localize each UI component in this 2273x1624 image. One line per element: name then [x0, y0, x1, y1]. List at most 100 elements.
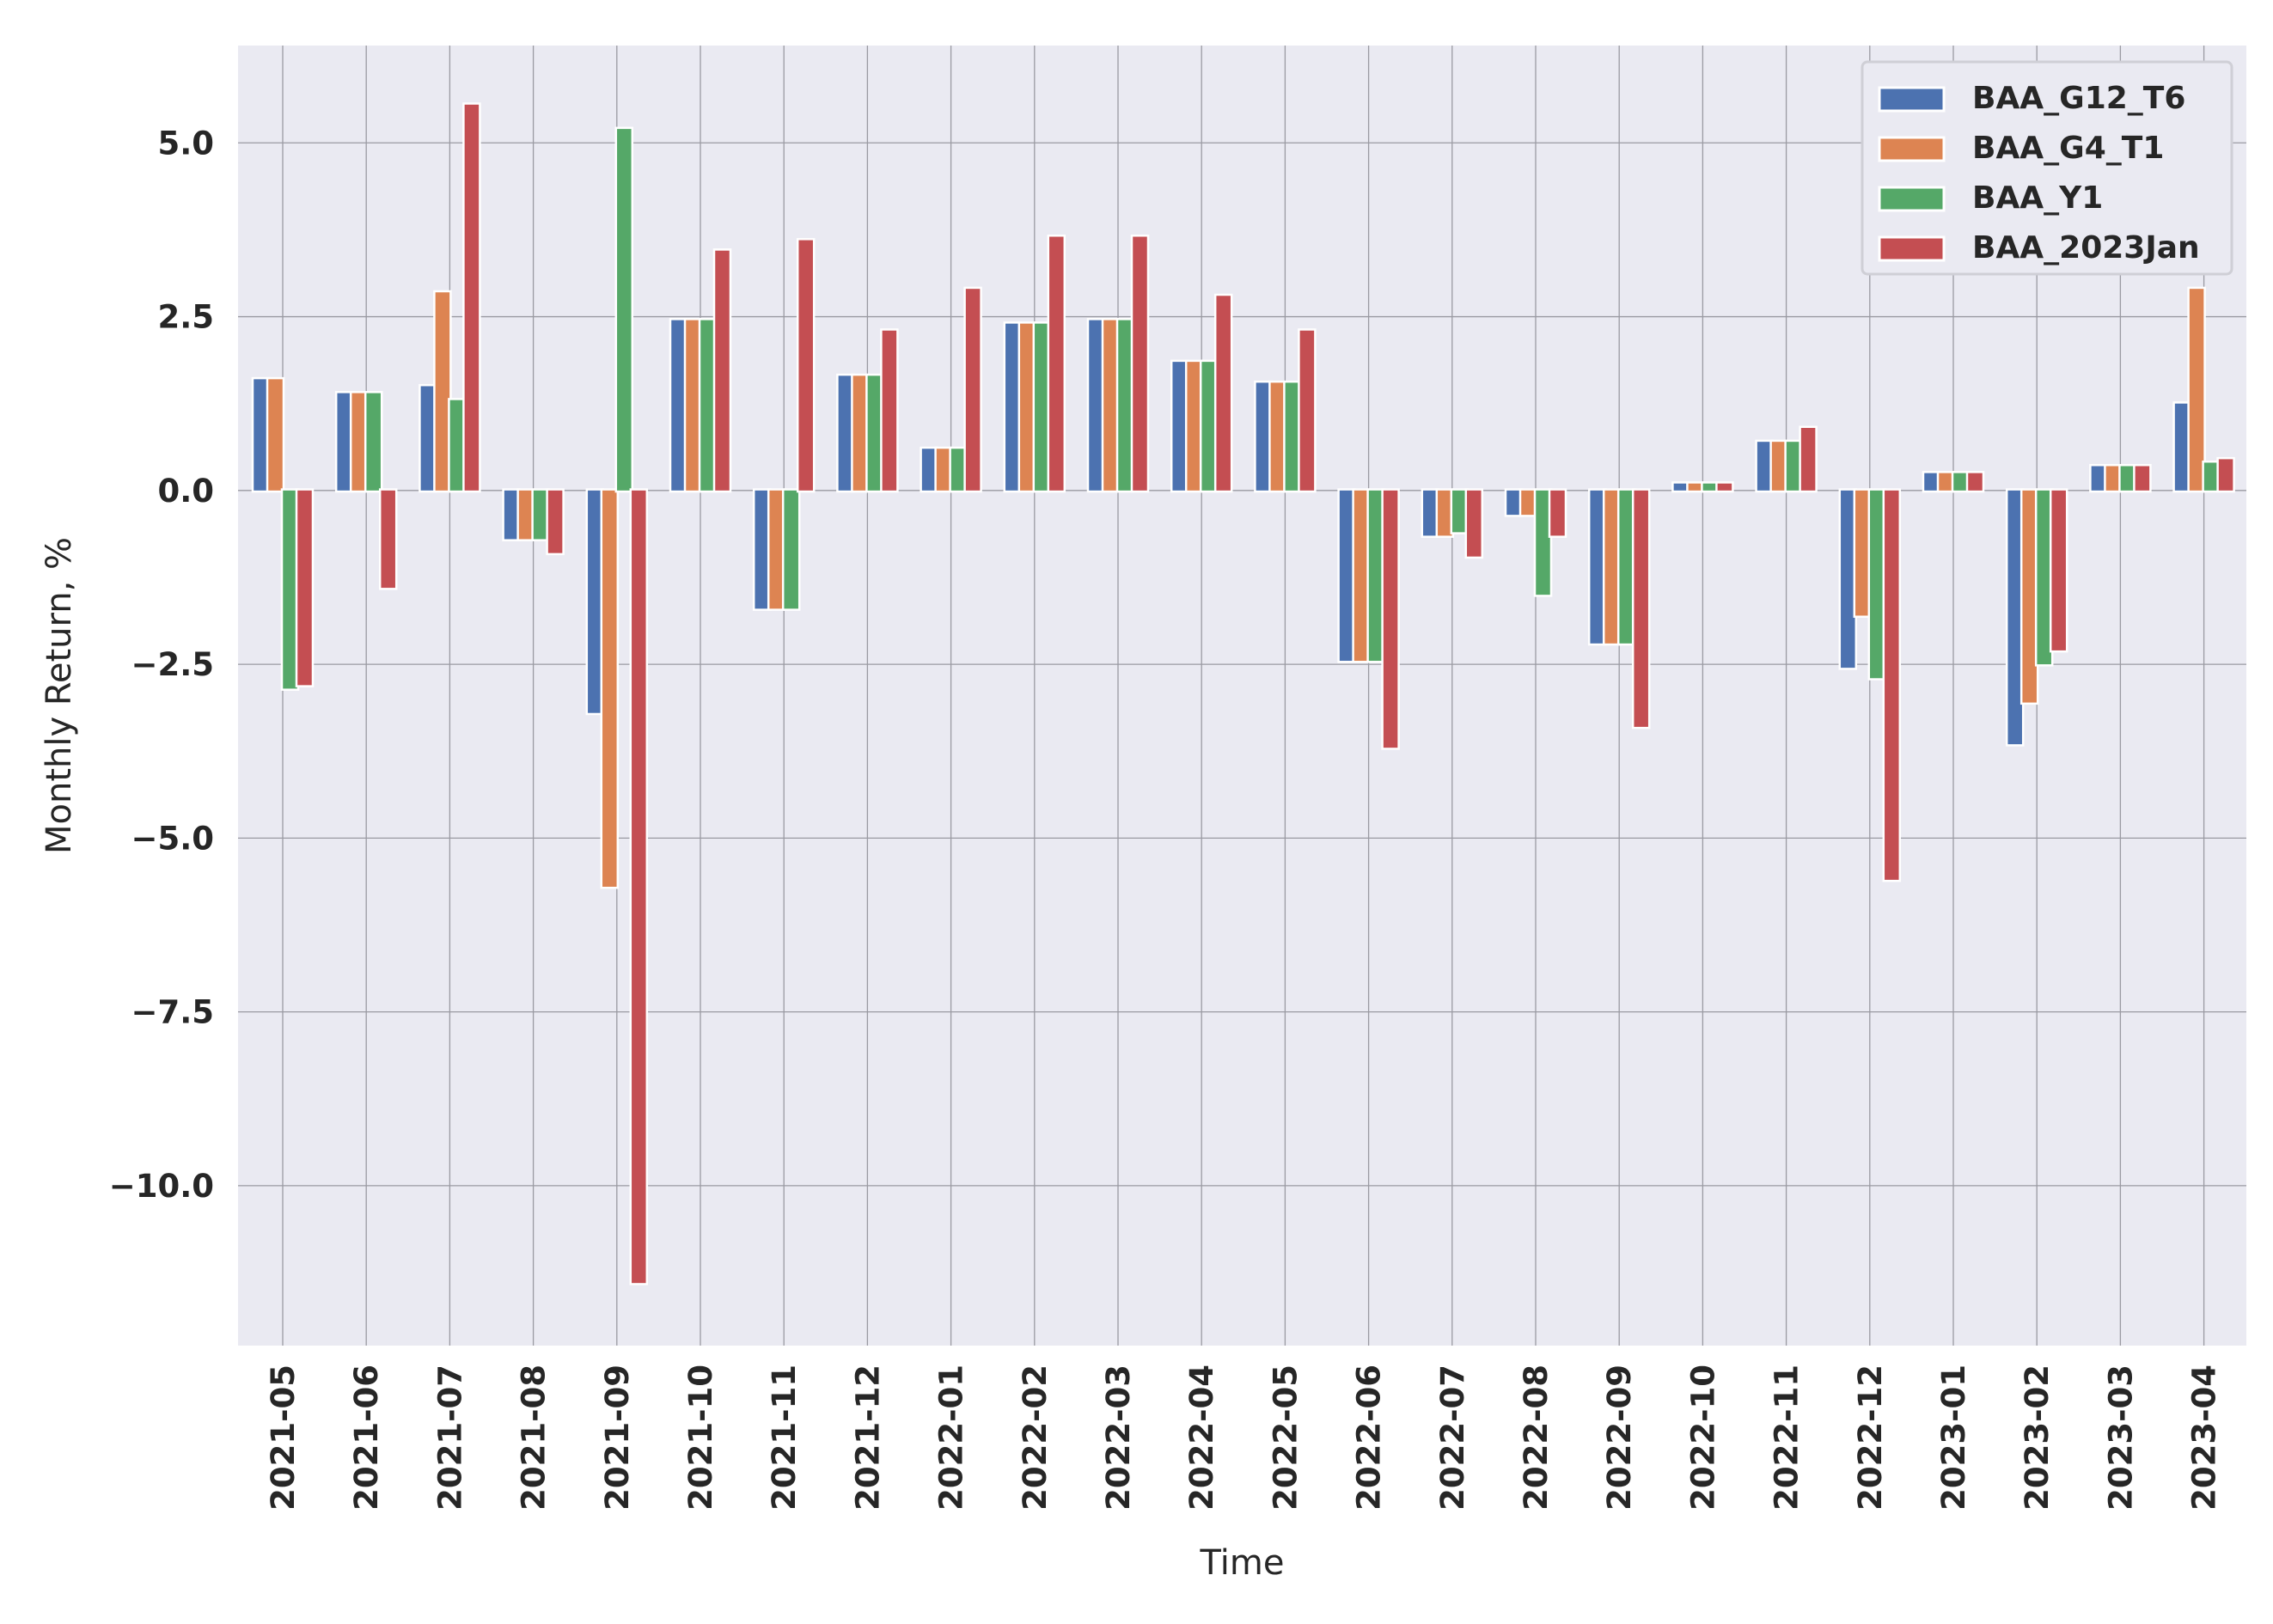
bar-BAA_G4_T1-2022-08	[1518, 488, 1538, 517]
bar-BAA_G12_T6-2023-01	[1922, 471, 1941, 493]
x-tick-label: 2021-08	[516, 1365, 553, 1511]
x-axis-ticks: 2021-05 2021-06 2021-07 2021-08 2021-09 2021-…	[265, 1365, 2223, 1511]
bar-BAA_G4_T1-2021-10	[683, 318, 703, 493]
x-tick-label: 2021-11	[766, 1365, 803, 1511]
x-tick-label: 2022-07	[1434, 1365, 1471, 1511]
bar-BAA_2023Jan-2021-10	[712, 248, 732, 493]
legend-label: BAA_G4_T1	[1972, 131, 2164, 166]
bar-BAA_2023Jan-2021-07	[462, 102, 481, 493]
bar-BAA_2023Jan-2023-01	[1965, 471, 1985, 493]
bar-BAA_G12_T6-2021-08	[502, 488, 521, 541]
x-tick-label: 2022-11	[1769, 1365, 1806, 1511]
bar-BAA_Y1-2021-07	[448, 398, 467, 493]
bar-BAA_G12_T6-2022-01	[920, 446, 938, 493]
x-tick-label: 2022-06	[1351, 1365, 1388, 1511]
bar-BAA_G12_T6-2021-11	[752, 488, 772, 611]
bar-BAA_2023Jan-2022-03	[1130, 235, 1150, 493]
bar-BAA_Y1-2022-01	[949, 446, 968, 493]
y-tick-label: 2.5	[157, 299, 214, 336]
x-tick-label: 2021-06	[348, 1365, 385, 1511]
bar-BAA_2023Jan-2022-01	[963, 286, 982, 493]
bar-BAA_Y1-2022-10	[1701, 481, 1720, 493]
bar-BAA_Y1-2022-11	[1784, 439, 1803, 493]
bar-BAA_G4_T1-2022-10	[1686, 481, 1705, 493]
bar-BAA_2023Jan-2022-08	[1548, 488, 1567, 538]
bar-BAA_G4_T1-2022-06	[1352, 488, 1371, 663]
legend-label: BAA_2023Jan	[1972, 230, 2200, 266]
x-tick-label: 2023-02	[2019, 1365, 2056, 1511]
bar-BAA_2023Jan-2022-02	[1047, 235, 1066, 493]
bar-BAA_Y1-2022-08	[1533, 488, 1553, 597]
bar-BAA_Y1-2021-05	[280, 488, 300, 691]
x-tick-label: 2023-04	[2186, 1365, 2223, 1511]
y-tick-label: 0.0	[157, 473, 214, 510]
bar-BAA_G12_T6-2021-10	[669, 318, 688, 493]
x-tick-label: 2022-12	[1852, 1365, 1889, 1511]
bar-BAA_G4_T1-2021-05	[266, 376, 285, 493]
bar-BAA_G4_T1-2021-06	[349, 391, 369, 493]
bar-BAA_G4_T1-2021-07	[433, 290, 452, 493]
y-tick-label: −5.0	[131, 820, 214, 857]
bar-BAA_G4_T1-2022-01	[934, 446, 953, 493]
y-axis-label: Monthly Return, %	[40, 537, 79, 854]
bar-BAA_G4_T1-2022-04	[1184, 359, 1204, 493]
legend: BAA_G12_T6 BAA_G4_T1 BAA_Y1 BAA_2023Jan	[1861, 60, 2233, 276]
x-tick-label: 2022-08	[1518, 1365, 1555, 1511]
x-tick-label: 2022-09	[1601, 1365, 1638, 1511]
bar-BAA_Y1-2021-06	[364, 391, 383, 493]
x-tick-label: 2022-03	[1100, 1365, 1137, 1511]
bar-BAA_Y1-2022-05	[1283, 380, 1302, 493]
bar-BAA_Y1-2022-07	[1450, 488, 1470, 534]
bar-BAA_Y1-2022-04	[1199, 359, 1219, 493]
bar-BAA_G4_T1-2021-08	[516, 488, 535, 541]
legend-swatch	[1878, 86, 1946, 113]
bar-BAA_G12_T6-2022-12	[1838, 488, 1858, 670]
legend-swatch	[1878, 136, 1946, 162]
bar-BAA_Y1-2021-08	[531, 488, 550, 541]
bar-BAA_G12_T6-2021-09	[585, 488, 605, 716]
x-tick-label: 2021-12	[849, 1365, 886, 1511]
bar-BAA_G12_T6-2022-04	[1170, 359, 1189, 493]
bar-BAA_G12_T6-2021-05	[251, 376, 271, 493]
x-tick-label: 2023-03	[2102, 1365, 2139, 1511]
bar-BAA_G12_T6-2022-10	[1671, 481, 1690, 493]
bar-BAA_G4_T1-2023-04	[2187, 286, 2206, 493]
y-tick-label: −7.5	[131, 994, 214, 1031]
bar-BAA_Y1-2023-03	[2118, 464, 2137, 493]
bar-BAA_Y1-2022-02	[1032, 321, 1052, 493]
bar-BAA_G4_T1-2023-02	[2019, 488, 2039, 705]
bar-BAA_G4_T1-2023-01	[1936, 471, 1956, 493]
bar-BAA_G12_T6-2022-03	[1086, 318, 1106, 493]
bar-BAA_G12_T6-2023-04	[2172, 401, 2191, 493]
bar-BAA_2023Jan-2023-02	[2049, 488, 2068, 653]
bar-BAA_G4_T1-2022-12	[1853, 488, 1873, 618]
bar-BAA_2023Jan-2022-04	[1213, 293, 1233, 493]
legend-label: BAA_G12_T6	[1972, 81, 2185, 116]
bars	[251, 102, 2235, 1285]
bar-BAA_2023Jan-2021-06	[378, 488, 398, 590]
bar-BAA_G4_T1-2022-09	[1602, 488, 1622, 646]
bar-BAA_G4_T1-2022-05	[1268, 380, 1287, 493]
bar-BAA_Y1-2021-11	[781, 488, 801, 611]
bar-BAA_2023Jan-2021-08	[546, 488, 565, 556]
bar-BAA_G12_T6-2022-07	[1421, 488, 1440, 538]
bar-BAA_G4_T1-2021-09	[600, 488, 620, 889]
bar-BAA_2023Jan-2022-09	[1631, 488, 1651, 730]
bar-BAA_G4_T1-2022-03	[1101, 318, 1121, 493]
bar-BAA_G4_T1-2022-02	[1017, 321, 1037, 493]
legend-swatch	[1878, 186, 1946, 212]
x-tick-label: 2021-10	[682, 1365, 719, 1511]
bar-BAA_G4_T1-2021-11	[767, 488, 786, 611]
bar-BAA_Y1-2023-04	[2202, 460, 2221, 493]
bar-BAA_2023Jan-2022-10	[1715, 481, 1734, 493]
bar-BAA_G12_T6-2022-09	[1587, 488, 1607, 646]
bar-BAA_Y1-2022-09	[1616, 488, 1636, 646]
bar-BAA_Y1-2021-09	[614, 126, 634, 493]
legend-box	[1861, 60, 2233, 276]
y-tick-label: 5.0	[157, 125, 214, 162]
legend-swatch	[1878, 235, 1946, 262]
bar-BAA_2023Jan-2022-06	[1381, 488, 1400, 750]
x-tick-label: 2022-10	[1684, 1365, 1721, 1511]
bar-BAA_2023Jan-2021-05	[295, 488, 315, 687]
